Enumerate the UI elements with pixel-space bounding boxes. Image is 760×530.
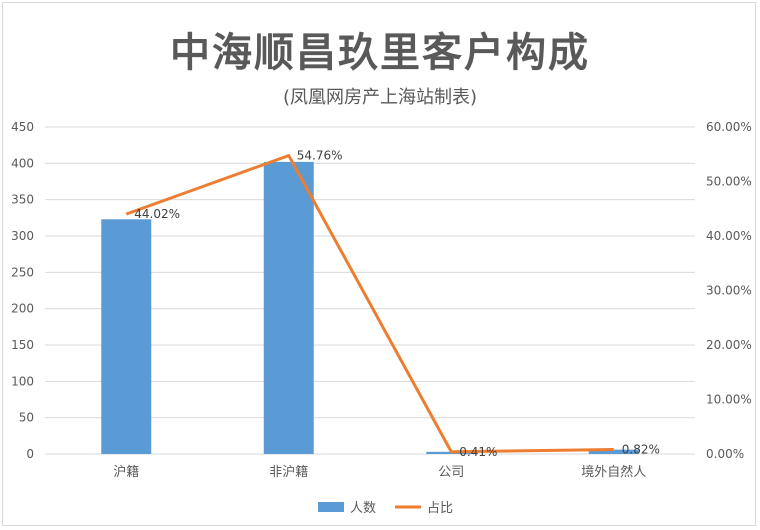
- left-axis-tick-label: 50: [19, 411, 34, 425]
- left-axis-tick-label: 0: [26, 447, 34, 461]
- category-label: 境外自然人: [581, 464, 646, 480]
- right-axis-tick-label: 0.00%: [706, 447, 744, 461]
- left-axis-tick-label: 300: [11, 229, 34, 243]
- left-axis-tick-label: 450: [11, 120, 34, 134]
- bar: [588, 449, 639, 454]
- legend-label-line: 占比: [427, 501, 453, 516]
- chart-subtitle: (凤凰网房产上海站制表): [282, 87, 478, 108]
- category-label: 公司: [438, 465, 464, 480]
- chart-title: 中海顺昌玖里客户构成: [170, 30, 590, 76]
- right-axis-tick-label: 60.00%: [706, 120, 752, 134]
- right-axis-tick-label: 20.00%: [706, 338, 752, 352]
- right-axis-tick-label: 50.00%: [706, 175, 752, 189]
- data-label: 0.82%: [622, 443, 660, 457]
- left-axis-tick-label: 250: [11, 265, 34, 279]
- left-axis-tick-label: 350: [11, 193, 34, 207]
- bar: [263, 161, 314, 454]
- right-axis-tick-label: 10.00%: [706, 393, 752, 407]
- legend-swatch-bar: [318, 502, 344, 512]
- right-axis-tick-label: 30.00%: [706, 284, 752, 298]
- data-label: 0.41%: [459, 445, 497, 459]
- left-axis-tick-label: 400: [11, 156, 34, 170]
- data-label: 54.76%: [297, 149, 343, 163]
- category-label: 非沪籍: [269, 464, 308, 480]
- left-axis-tick-label: 150: [11, 338, 34, 352]
- left-axis-tick-label: 100: [11, 374, 34, 388]
- category-label: 沪籍: [113, 464, 139, 480]
- right-axis-tick-label: 40.00%: [706, 229, 752, 243]
- bar: [101, 219, 152, 454]
- line-series: [125, 154, 614, 454]
- legend-label-bar: 人数: [350, 501, 376, 516]
- left-axis-tick-label: 200: [11, 302, 34, 316]
- data-label: 44.02%: [134, 207, 180, 221]
